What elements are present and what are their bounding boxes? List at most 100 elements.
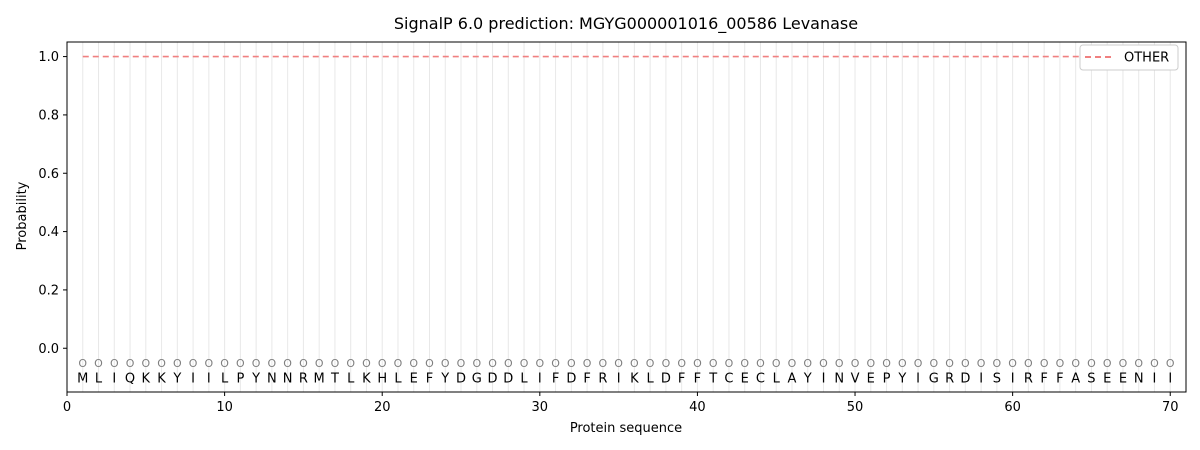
sequence-letter: I [916, 371, 920, 386]
region-label: O [677, 357, 686, 370]
region-label: O [535, 357, 544, 370]
y-tick-label: 0.0 [38, 342, 59, 357]
sequence-letter: K [362, 371, 371, 386]
sequence-letter: D [960, 371, 970, 386]
sequence-letter: G [472, 371, 482, 386]
region-label: O [1008, 357, 1017, 370]
region-label: O [1103, 357, 1112, 370]
sequence-letter: Y [440, 371, 449, 386]
sequence-letter: S [993, 371, 1001, 386]
sequence-letter: I [112, 371, 116, 386]
sequence-letter: I [538, 371, 542, 386]
x-axis-ticks: 0 10 20 30 40 50 60 70 [63, 392, 1179, 415]
region-label: O [520, 357, 529, 370]
sequence-letter: I [1153, 371, 1157, 386]
legend-label-other: OTHER [1124, 51, 1169, 66]
region-label: O [835, 357, 844, 370]
region-label: O [1040, 357, 1049, 370]
y-tick-label: 0.4 [38, 225, 59, 240]
region-label: O [205, 357, 214, 370]
region-label: O [252, 357, 261, 370]
region-label: O [268, 357, 277, 370]
x-tick-label: 40 [689, 400, 706, 415]
sequence-letter: I [822, 371, 826, 386]
region-label: O [189, 357, 198, 370]
region-label: O [914, 357, 923, 370]
sequence-letter: N [834, 371, 844, 386]
y-tick-label: 0.6 [38, 167, 59, 182]
region-label: O [1071, 357, 1080, 370]
sequence-letter: I [617, 371, 621, 386]
region-label: O [472, 357, 481, 370]
region-label: O [756, 357, 765, 370]
region-label: O [945, 357, 954, 370]
sequence-letter: V [851, 371, 860, 386]
region-label: O [1024, 357, 1033, 370]
region-label: O [614, 357, 623, 370]
x-tick-label: 20 [374, 400, 391, 415]
sequence-letter: C [724, 371, 733, 386]
sequence-letter: Y [803, 371, 812, 386]
region-label: O [346, 357, 355, 370]
y-axis-label: Probability [15, 181, 30, 250]
region-label: O [567, 357, 576, 370]
sequence-letter: F [694, 371, 701, 386]
sequence-letter: R [299, 371, 308, 386]
sequence-letter: K [142, 371, 151, 386]
region-label: O [362, 357, 371, 370]
sequence-letter: S [1087, 371, 1095, 386]
sequence-letter: I [1011, 371, 1015, 386]
region-label: O [157, 357, 166, 370]
legend: OTHER [1079, 44, 1179, 71]
sequence-letter: N [1134, 371, 1144, 386]
sequence-letter: T [330, 371, 339, 386]
sequence-letter: I [191, 371, 195, 386]
sequence-letter: N [267, 371, 277, 386]
region-label: O [409, 357, 418, 370]
x-tick-label: 60 [1004, 400, 1021, 415]
residue-gridlines [82, 42, 1171, 392]
sequence-letter: E [867, 371, 875, 386]
region-label: O [866, 357, 875, 370]
region-label: O [283, 357, 292, 370]
y-tick-label: 1.0 [38, 50, 59, 65]
sequence-letter: L [347, 371, 355, 386]
region-label: O [693, 357, 702, 370]
x-tick-label: 70 [1162, 400, 1179, 415]
sequence-letter: R [598, 371, 607, 386]
sequence-letter: D [456, 371, 466, 386]
region-label: O [772, 357, 781, 370]
x-tick-label: 50 [847, 400, 864, 415]
region-label: O [394, 357, 403, 370]
region-label: O [551, 357, 560, 370]
sequence-letter: E [741, 371, 749, 386]
sequence-letter: I [979, 371, 983, 386]
region-label: O [173, 357, 182, 370]
sequence-letter: F [552, 371, 559, 386]
region-label: O [662, 357, 671, 370]
x-tick-label: 10 [216, 400, 233, 415]
region-label: O [803, 357, 812, 370]
sequence-letter: A [788, 371, 797, 386]
region-label: O [425, 357, 434, 370]
region-label: O [110, 357, 119, 370]
sequence-letter: I [207, 371, 211, 386]
sequence-letter: F [1056, 371, 1063, 386]
sequence-letter: Y [172, 371, 181, 386]
region-label: O [1056, 357, 1065, 370]
region-label: O [315, 357, 324, 370]
sequence-letter: P [883, 371, 891, 386]
sequence-letter: L [221, 371, 229, 386]
region-label: O [504, 357, 513, 370]
sequence-letter: L [394, 371, 402, 386]
legend-box [1079, 44, 1179, 71]
region-label: O [378, 357, 387, 370]
sequence-letter: K [630, 371, 639, 386]
sequence-letter: L [95, 371, 103, 386]
region-label: O [819, 357, 828, 370]
region-label: O [898, 357, 907, 370]
region-label: O [709, 357, 718, 370]
region-label: O [299, 357, 308, 370]
sequence-letter: D [488, 371, 498, 386]
